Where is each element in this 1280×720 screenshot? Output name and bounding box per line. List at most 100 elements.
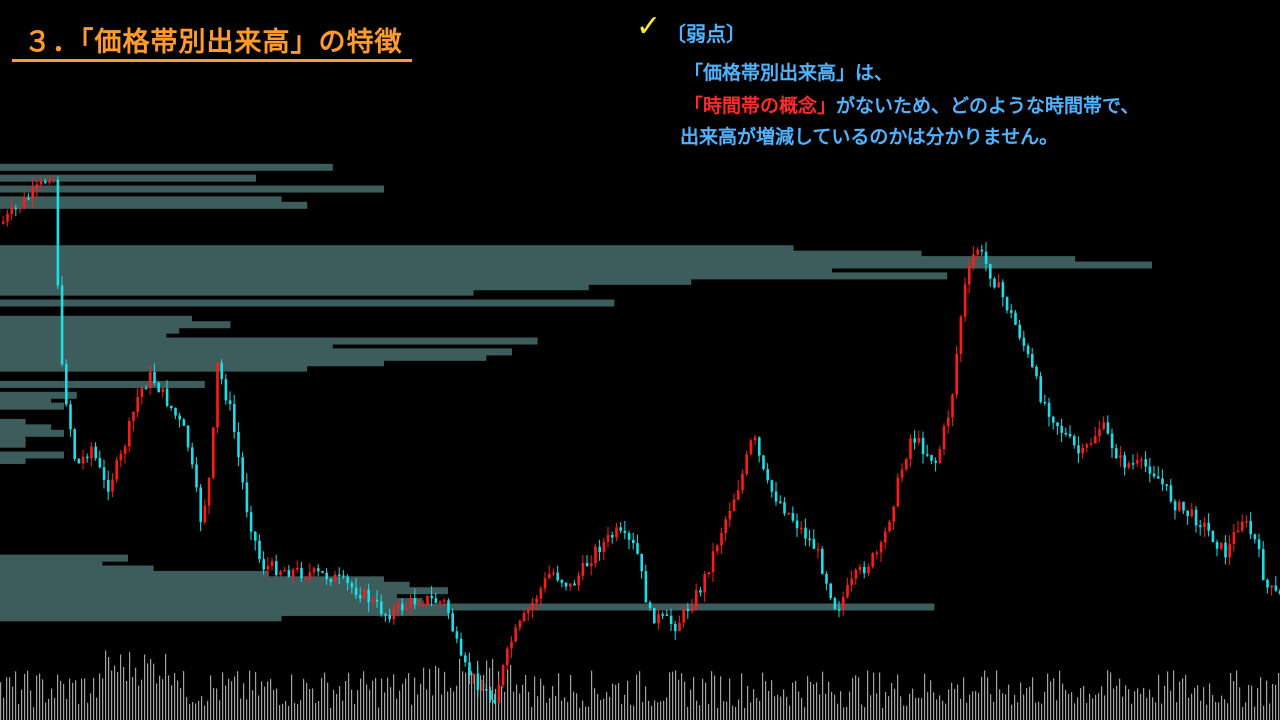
volume-bar (630, 704, 632, 720)
candle-body (371, 599, 375, 603)
candle-body (1262, 549, 1265, 580)
volume-bar (1077, 697, 1079, 720)
candle-body (829, 583, 832, 599)
volume-bar (921, 698, 923, 720)
volume-bar (1209, 683, 1211, 720)
volume-bar (207, 700, 209, 720)
candle-body (535, 598, 538, 603)
candle-body (1094, 436, 1097, 444)
volume-profile-bar (0, 451, 64, 459)
candle-body (170, 405, 173, 409)
volume-bar (522, 684, 524, 720)
volume-bar (735, 706, 737, 720)
candle-body (938, 449, 942, 463)
candle-body (6, 214, 9, 222)
volume-bar (36, 675, 38, 720)
candle-body (325, 572, 328, 580)
volume-bar (186, 697, 188, 720)
volume-bar (594, 688, 596, 720)
checkmark-icon: ✓ (636, 9, 662, 44)
volume-bar (732, 705, 734, 720)
candle-body (153, 372, 156, 383)
volume-bar (159, 675, 161, 720)
volume-bar (1173, 670, 1175, 720)
volume-bar (1140, 693, 1142, 720)
volume-bar (981, 676, 983, 720)
volume-bar (1092, 698, 1094, 720)
volume-bar (420, 683, 422, 720)
volume-bar (864, 707, 866, 720)
volume-profile-bar (0, 163, 333, 171)
volume-bar (468, 667, 470, 720)
volume-bar (1161, 703, 1163, 720)
candle-body (989, 263, 992, 279)
volume-bar (705, 682, 707, 720)
volume-bar (483, 674, 485, 720)
volume-bar (147, 663, 149, 720)
candle-body (228, 400, 232, 405)
volume-profile-bar (0, 288, 474, 296)
volume-bar (390, 687, 392, 720)
volume-profile-bar (0, 570, 269, 578)
candle-body (506, 648, 509, 666)
volume-bar (870, 695, 872, 720)
volume-bar (528, 691, 530, 720)
volume-bar (996, 670, 998, 720)
volume-bar (360, 678, 362, 720)
candle-body (947, 417, 950, 427)
candle-body (1001, 282, 1005, 298)
candle-body (644, 571, 648, 603)
candle-body (1005, 297, 1009, 311)
volume-bar (828, 681, 830, 720)
candle-body (749, 440, 753, 455)
candle-body (464, 655, 467, 663)
volume-bar (1041, 703, 1043, 720)
volume-bar (126, 680, 128, 720)
volume-bar (144, 654, 146, 720)
volume-bar (975, 690, 977, 720)
volume-bar (798, 691, 800, 720)
volume-bar (1128, 689, 1130, 720)
volume-bar (573, 691, 575, 720)
volume-bar (441, 694, 443, 720)
volume-bar (1158, 674, 1160, 720)
volume-bar (1086, 703, 1088, 720)
volume-bar (345, 681, 347, 720)
candle-body (665, 614, 669, 616)
volume-bar (819, 694, 821, 720)
candle-body (388, 614, 391, 620)
candle-body (926, 454, 929, 456)
volume-profile-bar (0, 185, 384, 193)
volume-bar (816, 682, 818, 720)
candle-body (913, 438, 916, 443)
volume-profile-bar (0, 397, 52, 405)
volume-bar (1002, 693, 1004, 720)
volume-bar (282, 703, 284, 720)
candle-body (203, 505, 207, 522)
volume-bar (606, 692, 608, 720)
candle-body (1152, 473, 1156, 477)
volume-bar (291, 674, 293, 720)
candle-body (258, 540, 261, 560)
candle-body (136, 396, 139, 412)
candle-body (476, 673, 480, 691)
candle-body (1274, 585, 1278, 591)
volume-bar (75, 680, 77, 720)
candle-body (522, 612, 526, 621)
candle-body (942, 426, 946, 450)
volume-bar (237, 671, 239, 720)
volume-bar (561, 700, 563, 720)
volume-bar (450, 687, 452, 720)
volume-bar (945, 703, 947, 720)
volume-bar (342, 700, 344, 720)
volume-bar (933, 692, 935, 720)
candle-body (73, 429, 76, 459)
volume-profile-bar (0, 402, 64, 410)
candle-body (934, 460, 937, 463)
volume-bar (1107, 670, 1109, 720)
candle-body (795, 520, 799, 529)
volume-bar (294, 703, 296, 720)
volume-bar (1233, 680, 1235, 720)
volume-bar (51, 688, 53, 720)
volume-bar (615, 684, 617, 720)
